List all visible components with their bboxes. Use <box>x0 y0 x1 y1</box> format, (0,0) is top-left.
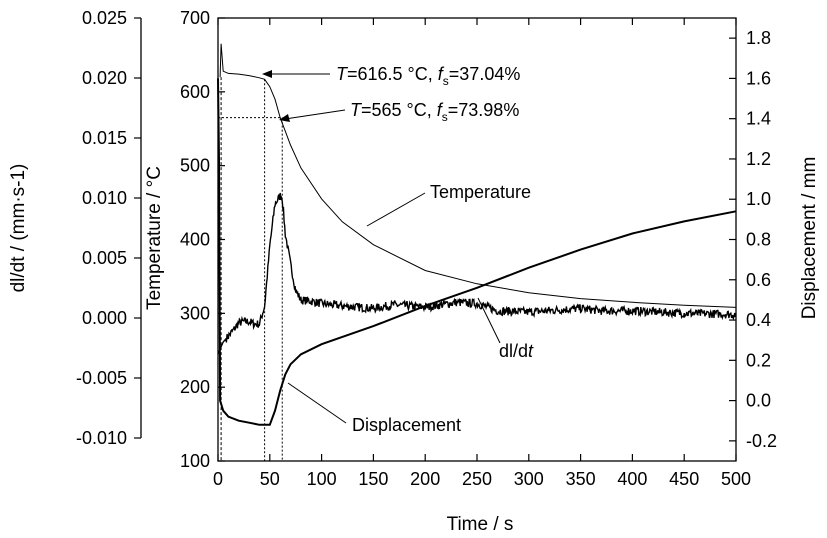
dldt-tick-label: 0.020 <box>82 68 127 88</box>
displacement-axis-ticks: -0.2 0.0 0.2 0.4 0.6 0.8 1.0 1.2 1.4 1.6 1.8 <box>729 28 777 451</box>
leader-displacement <box>287 382 347 424</box>
displacement-tick-label: 1.4 <box>746 109 771 129</box>
x-tick-label: 200 <box>410 469 440 489</box>
plot-frame <box>217 17 737 462</box>
dldt-series-line <box>217 192 737 355</box>
temperature-axis-ticks: 100 200 300 400 500 600 700 <box>180 8 225 471</box>
temperature-axis-label: Temperature / °C <box>144 166 165 310</box>
x-axis-label: Time / s <box>447 514 514 535</box>
x-tick-label: 400 <box>617 469 647 489</box>
temperature-tick-label: 400 <box>180 230 210 250</box>
x-tick-label: 150 <box>358 469 388 489</box>
dldt-tick-label: 0.025 <box>82 8 127 28</box>
x-tick-label: 300 <box>514 469 544 489</box>
displacement-tick-label: -0.2 <box>746 431 777 451</box>
dldt-tick-label: 0.005 <box>82 248 127 268</box>
temperature-tick-label: 500 <box>180 156 210 176</box>
dldt-tick-label: 0.010 <box>82 188 127 208</box>
x-tick-label: 0 <box>213 469 223 489</box>
temperature-tick-label: 700 <box>180 8 210 28</box>
label-displacement: Displacement <box>352 415 461 435</box>
label-temperature: Temperature <box>430 182 531 202</box>
x-tick-label: 500 <box>721 469 751 489</box>
leader-t1-arrow <box>262 70 272 78</box>
x-tick-label: 250 <box>462 469 492 489</box>
dldt-tick-label: 0.000 <box>82 308 127 328</box>
displacement-tick-label: 1.2 <box>746 149 771 169</box>
annotation-t1: T=616.5 °C, fs=37.04% <box>336 64 520 88</box>
x-tick-label: 350 <box>566 469 596 489</box>
dashed-guides <box>218 77 283 461</box>
displacement-tick-label: 0.6 <box>746 270 771 290</box>
x-tick-label: 100 <box>307 469 337 489</box>
dldt-axis-ticks: -0.010 -0.005 0.000 0.005 0.010 0.015 0.020 0.0… <box>76 8 141 448</box>
temperature-tick-label: 200 <box>180 377 210 397</box>
annotation-leaders <box>262 70 501 424</box>
x-axis-ticks: 0 50 100 150 200 250 300 350 400 450 500 <box>213 18 751 489</box>
temperature-series-line <box>219 43 737 308</box>
label-dldt: dl/dt <box>499 341 534 361</box>
temperature-tick-label: 100 <box>180 451 210 471</box>
displacement-series-line <box>217 78 737 426</box>
displacement-axis-label: Displacement / mm <box>799 157 820 320</box>
dldt-tick-label: 0.015 <box>82 128 127 148</box>
x-tick-label: 50 <box>260 469 280 489</box>
leader-temperature <box>366 192 426 227</box>
displacement-tick-label: 0.2 <box>746 350 771 370</box>
temperature-tick-label: 300 <box>180 303 210 323</box>
dldt-tick-label: -0.010 <box>76 428 127 448</box>
displacement-tick-label: 0.4 <box>746 310 771 330</box>
leader-t2-arrow <box>279 114 290 122</box>
displacement-tick-label: 1.8 <box>746 28 771 48</box>
leader-t2 <box>284 109 346 120</box>
displacement-tick-label: 0.0 <box>746 391 771 411</box>
dldt-axis-label: dl/dt / (mm·s-1) <box>8 164 29 293</box>
temperature-tick-label: 600 <box>180 82 210 102</box>
displacement-tick-label: 1.6 <box>746 68 771 88</box>
x-tick-label: 450 <box>669 469 699 489</box>
displacement-tick-label: 1.0 <box>746 189 771 209</box>
leader-dldt <box>477 297 501 344</box>
annotation-t2: T=565 °C, fs=73.98% <box>350 100 519 124</box>
dldt-tick-label: -0.005 <box>76 368 127 388</box>
displacement-tick-label: 0.8 <box>746 230 771 250</box>
